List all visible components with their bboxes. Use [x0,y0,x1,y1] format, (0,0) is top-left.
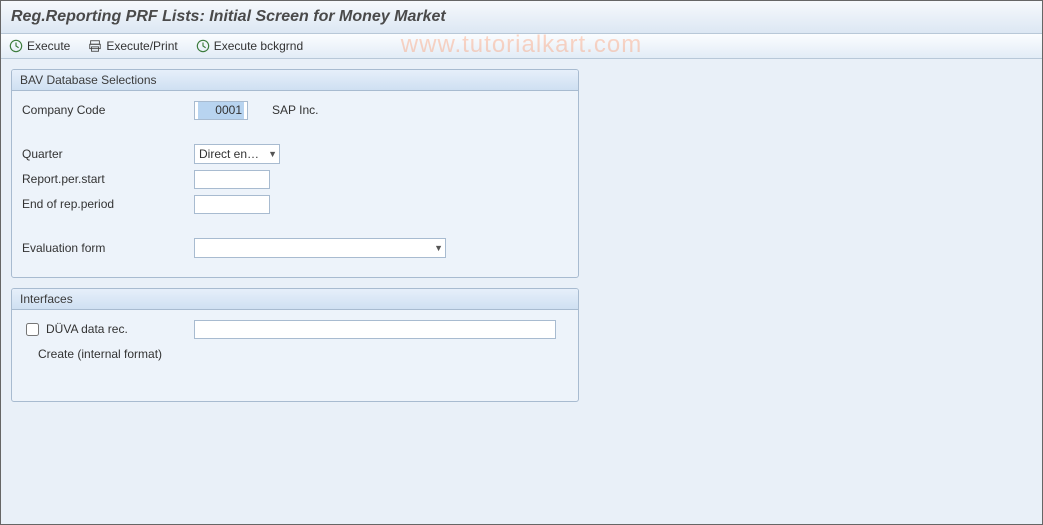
interfaces-group-header: Interfaces [12,289,578,310]
company-code-input[interactable]: 0001 [194,101,248,120]
report-start-input[interactable] [194,170,270,189]
title-bar: Reg.Reporting PRF Lists: Initial Screen … [1,1,1042,34]
execute-print-button[interactable]: Execute/Print [88,39,177,53]
company-code-desc: SAP Inc. [272,103,318,117]
clock-execute-icon [9,39,23,53]
execute-label: Execute [27,39,70,53]
eval-form-label: Evaluation form [22,241,194,255]
interfaces-group-body: DÜVA data rec. Create (internal format) [12,310,578,401]
execute-bckgrnd-label: Execute bckgrnd [214,39,303,53]
page-title: Reg.Reporting PRF Lists: Initial Screen … [11,8,446,25]
quarter-value: Direct en… [199,147,259,161]
bav-group-body: Company Code 0001 SAP Inc. Quarter Direc… [12,91,578,277]
eval-form-row: Evaluation form ▼ [22,236,568,260]
create-row: Create (internal format) [22,342,568,366]
execute-bckgrnd-button[interactable]: Execute bckgrnd [196,39,303,53]
duva-label: DÜVA data rec. [46,322,128,336]
duva-row: DÜVA data rec. [22,317,568,341]
quarter-row: Quarter Direct en… ▼ [22,142,568,166]
chevron-down-icon: ▼ [434,243,443,253]
report-end-label: End of rep.period [22,197,194,211]
bav-group-header: BAV Database Selections [12,70,578,91]
toolbar: Execute Execute/Print Execute bckgrnd [1,34,1042,59]
clock-bckgrnd-icon [196,39,210,53]
execute-print-label: Execute/Print [106,39,177,53]
create-label: Create (internal format) [38,347,162,361]
report-end-row: End of rep.period [22,192,568,216]
bav-group: BAV Database Selections Company Code 000… [11,69,579,278]
company-code-row: Company Code 0001 SAP Inc. [22,98,568,122]
company-code-value: 0001 [198,102,244,119]
print-icon [88,39,102,53]
report-start-row: Report.per.start [22,167,568,191]
chevron-down-icon: ▼ [268,149,277,159]
duva-checkbox[interactable] [26,323,39,336]
quarter-label: Quarter [22,147,194,161]
quarter-select[interactable]: Direct en… ▼ [194,144,280,164]
duva-input[interactable] [194,320,556,339]
eval-form-select[interactable]: ▼ [194,238,446,258]
content-area: BAV Database Selections Company Code 000… [1,59,1042,412]
execute-button[interactable]: Execute [9,39,70,53]
report-start-label: Report.per.start [22,172,194,186]
report-end-input[interactable] [194,195,270,214]
interfaces-group: Interfaces DÜVA data rec. Create (intern… [11,288,579,402]
company-code-label: Company Code [22,103,194,117]
